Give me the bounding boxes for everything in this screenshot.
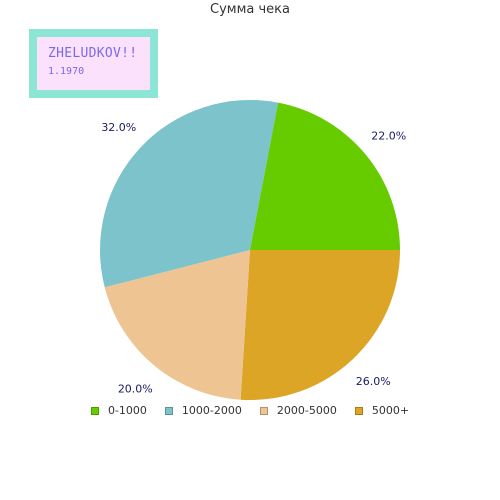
legend-swatch-1000-2000 [165,407,173,415]
legend-swatch-2000-5000 [260,407,268,415]
legend-item-1000-2000: 1000-2000 [165,404,242,417]
legend-label-5000plus: 5000+ [372,404,409,417]
legend-label-2000-5000: 2000-5000 [277,404,337,417]
legend-label-1000-2000: 1000-2000 [182,404,242,417]
label-5000plus: 26.0% [356,375,391,388]
legend-item-0-1000: 0-1000 [91,404,147,417]
legend-item-2000-5000: 2000-5000 [260,404,337,417]
label-1000-2000: 32.0% [101,121,136,134]
legend-swatch-0-1000 [91,407,99,415]
legend: 0-1000 1000-2000 2000-5000 5000+ [0,404,500,417]
label-2000-5000: 20.0% [118,383,153,396]
legend-swatch-5000plus [355,407,363,415]
legend-item-5000plus: 5000+ [355,404,409,417]
label-0-1000: 22.0% [371,129,406,142]
legend-label-0-1000: 0-1000 [108,404,147,417]
